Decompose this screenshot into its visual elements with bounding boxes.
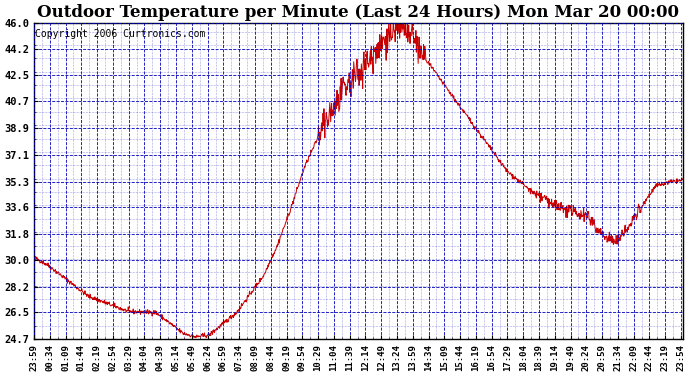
Title: Outdoor Temperature per Minute (Last 24 Hours) Mon Mar 20 00:00: Outdoor Temperature per Minute (Last 24 … — [37, 4, 680, 21]
Text: Copyright 2006 Curtronics.com: Copyright 2006 Curtronics.com — [35, 29, 206, 39]
